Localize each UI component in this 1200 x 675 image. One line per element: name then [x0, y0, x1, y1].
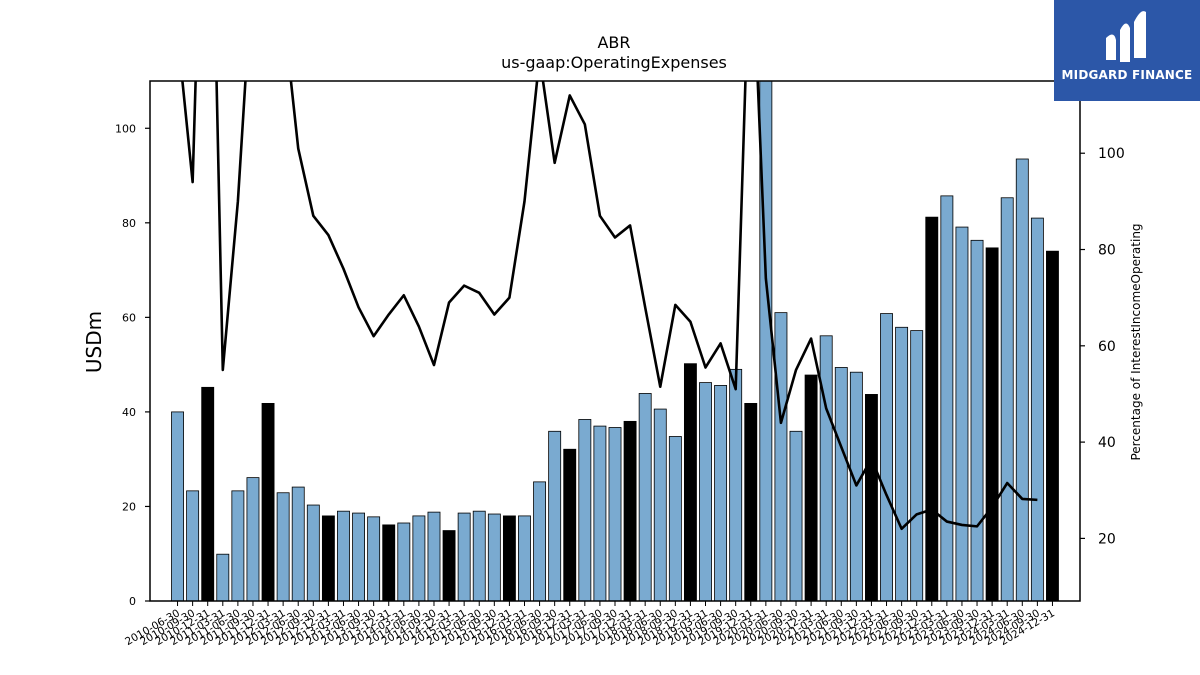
bar-2014-06-30 — [412, 515, 426, 601]
bar-2014-03-31 — [397, 522, 411, 601]
bar-2011-06-30 — [231, 490, 245, 601]
y2-tick-label: 60 — [1098, 339, 1116, 355]
bar-2012-06-30 — [291, 486, 305, 601]
bars — [171, 81, 1059, 601]
bar-2022-12-31 — [925, 216, 939, 601]
brand-mark-icon — [1106, 11, 1146, 62]
bar-2023-06-30 — [955, 226, 969, 601]
y-tick-label: 0 — [129, 595, 136, 608]
bar-2018-06-30 — [653, 408, 667, 601]
bar-2016-06-30 — [533, 481, 547, 601]
bar-2012-03-31 — [276, 492, 290, 601]
bar-2020-12-31 — [804, 374, 818, 601]
y-tick-label: 40 — [122, 406, 136, 419]
bar-2013-12-31 — [382, 524, 396, 601]
bar-2022-09-30 — [910, 330, 924, 601]
bar-2021-12-31 — [865, 394, 878, 601]
bar-2024-03-31 — [1000, 197, 1014, 601]
bar-2017-12-31 — [623, 420, 637, 601]
bar-2018-12-31 — [683, 363, 697, 601]
bar-2023-12-31 — [985, 247, 999, 601]
bar-2011-03-31 — [216, 553, 230, 601]
bar-2013-03-31 — [337, 510, 350, 601]
bar-2011-12-31 — [261, 402, 275, 601]
y2-axis-label: Percentage of InterestIncomeOperating — [1129, 223, 1143, 460]
y-tick-label: 100 — [115, 122, 136, 135]
bar-2014-12-31 — [442, 530, 456, 601]
bar-2017-09-30 — [608, 427, 622, 601]
ratio-line — [181, 81, 1038, 531]
bar-2015-03-31 — [457, 512, 471, 601]
y2-tick-label: 40 — [1098, 435, 1116, 451]
bar-2018-03-31 — [638, 393, 652, 601]
bar-2014-09-30 — [427, 511, 441, 601]
bar-2024-09-30 — [1030, 217, 1044, 601]
bar-2022-03-31 — [880, 313, 893, 601]
chart-subtitle: us-gaap:OperatingExpenses — [501, 53, 727, 72]
bar-2013-09-30 — [367, 516, 381, 601]
bar-2016-12-31 — [563, 448, 577, 601]
y-tick-label: 20 — [122, 500, 136, 513]
bar-2015-09-30 — [487, 513, 501, 601]
bar-2018-09-30 — [668, 436, 682, 601]
bar-2017-06-30 — [593, 425, 607, 601]
brand-name: MIDGARD FINANCE — [1061, 68, 1193, 82]
y-axis-label: USDm — [82, 311, 106, 373]
bar-2016-09-30 — [548, 430, 562, 601]
bar-2015-12-31 — [502, 515, 516, 601]
bar-2016-03-31 — [518, 515, 531, 601]
bar-2019-03-31 — [699, 382, 712, 601]
bar-2022-06-30 — [895, 326, 909, 601]
y-tick-label: 80 — [122, 217, 136, 230]
bar-2023-03-31 — [940, 195, 954, 601]
bar-2010-12-31 — [201, 386, 215, 601]
bar-2020-09-30 — [789, 430, 803, 601]
chart-title: ABR — [597, 33, 630, 52]
bar-2012-12-31 — [321, 515, 335, 601]
y2-tick-label: 20 — [1098, 531, 1116, 547]
bar-2024-12-31 — [1046, 250, 1059, 601]
y2-tick-label: 80 — [1098, 243, 1116, 259]
y-tick-label: 60 — [122, 311, 136, 324]
y2-tick-label: 100 — [1098, 146, 1125, 162]
bar-2021-06-30 — [834, 367, 848, 601]
bar-2023-09-30 — [970, 239, 984, 601]
bar-2013-06-30 — [352, 512, 365, 601]
bar-2019-12-31 — [744, 402, 758, 601]
bar-2021-03-31 — [819, 335, 833, 601]
bar-2011-09-30 — [246, 477, 260, 601]
bar-2012-09-30 — [306, 504, 320, 601]
bar-2010-06-30 — [171, 411, 184, 601]
bar-2010-09-30 — [186, 490, 200, 601]
bar-2019-09-30 — [729, 368, 743, 601]
bar-2020-06-30 — [774, 312, 788, 601]
bar-2019-06-30 — [714, 385, 728, 601]
bar-2015-06-30 — [472, 510, 486, 601]
bar-2017-03-31 — [578, 419, 592, 601]
brand-logo: MIDGARD FINANCE — [1054, 0, 1200, 101]
bar-2024-06-30 — [1015, 158, 1029, 601]
